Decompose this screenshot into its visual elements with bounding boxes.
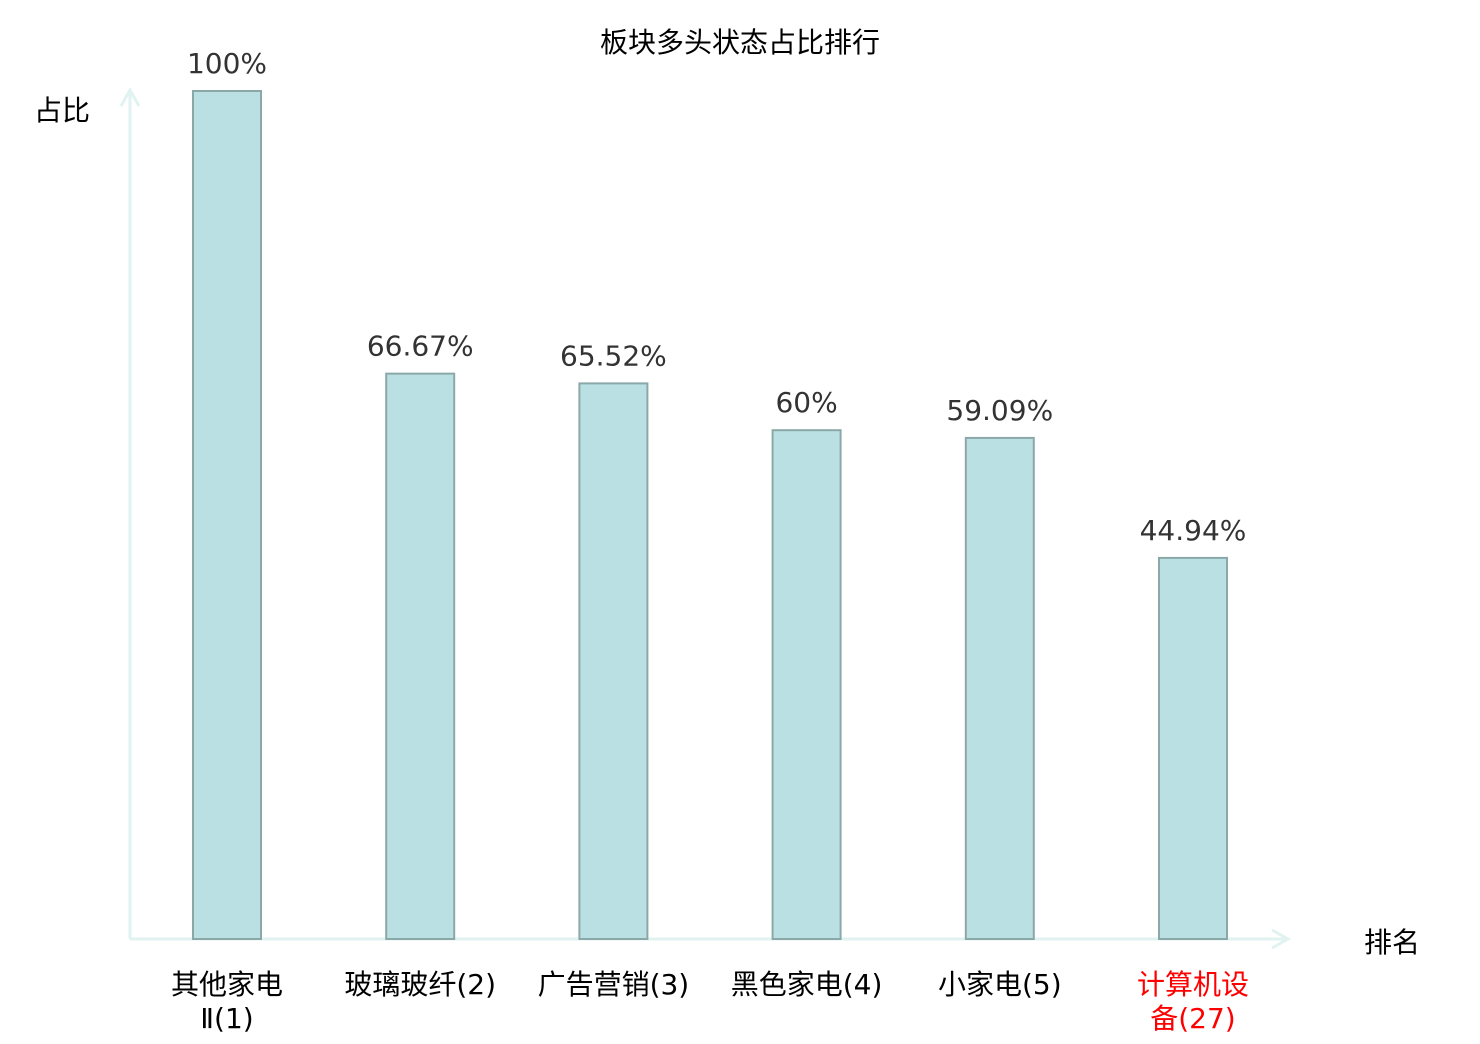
data-label: 60% [775, 386, 837, 419]
x-tick-label: Ⅱ(1) [200, 1002, 253, 1035]
y-axis-arrow [119, 86, 141, 107]
x-tick-label: 其他家电 [171, 968, 283, 1001]
data-label: 65.52% [560, 339, 667, 372]
x-tick-label: 玻璃玻纤(2) [344, 968, 496, 1001]
x-tick-label: 广告营销(3) [538, 968, 690, 1001]
bar [1158, 556, 1228, 940]
bar [192, 90, 262, 940]
data-label: 66.67% [367, 330, 474, 363]
bar [385, 372, 456, 940]
x-axis-label: 排名 [1364, 926, 1420, 959]
data-label: 100% [187, 47, 267, 80]
bar [578, 382, 649, 941]
data-label: 59.09% [946, 394, 1053, 427]
x-axis-arrow [1271, 928, 1292, 950]
x-tick-label: 计算机设 [1137, 968, 1249, 1001]
data-label: 44.94% [1140, 514, 1247, 547]
bar [771, 429, 842, 940]
bar [964, 436, 1035, 940]
axes [119, 86, 1292, 950]
y-axis-label: 占比 [34, 94, 90, 127]
x-tick-label: 备(27) [1150, 1002, 1235, 1035]
chart-title: 板块多头状态占比排行 [600, 26, 880, 59]
x-tick-label: 小家电(5) [938, 968, 1062, 1001]
x-tick-label: 黑色家电(4) [731, 968, 883, 1001]
